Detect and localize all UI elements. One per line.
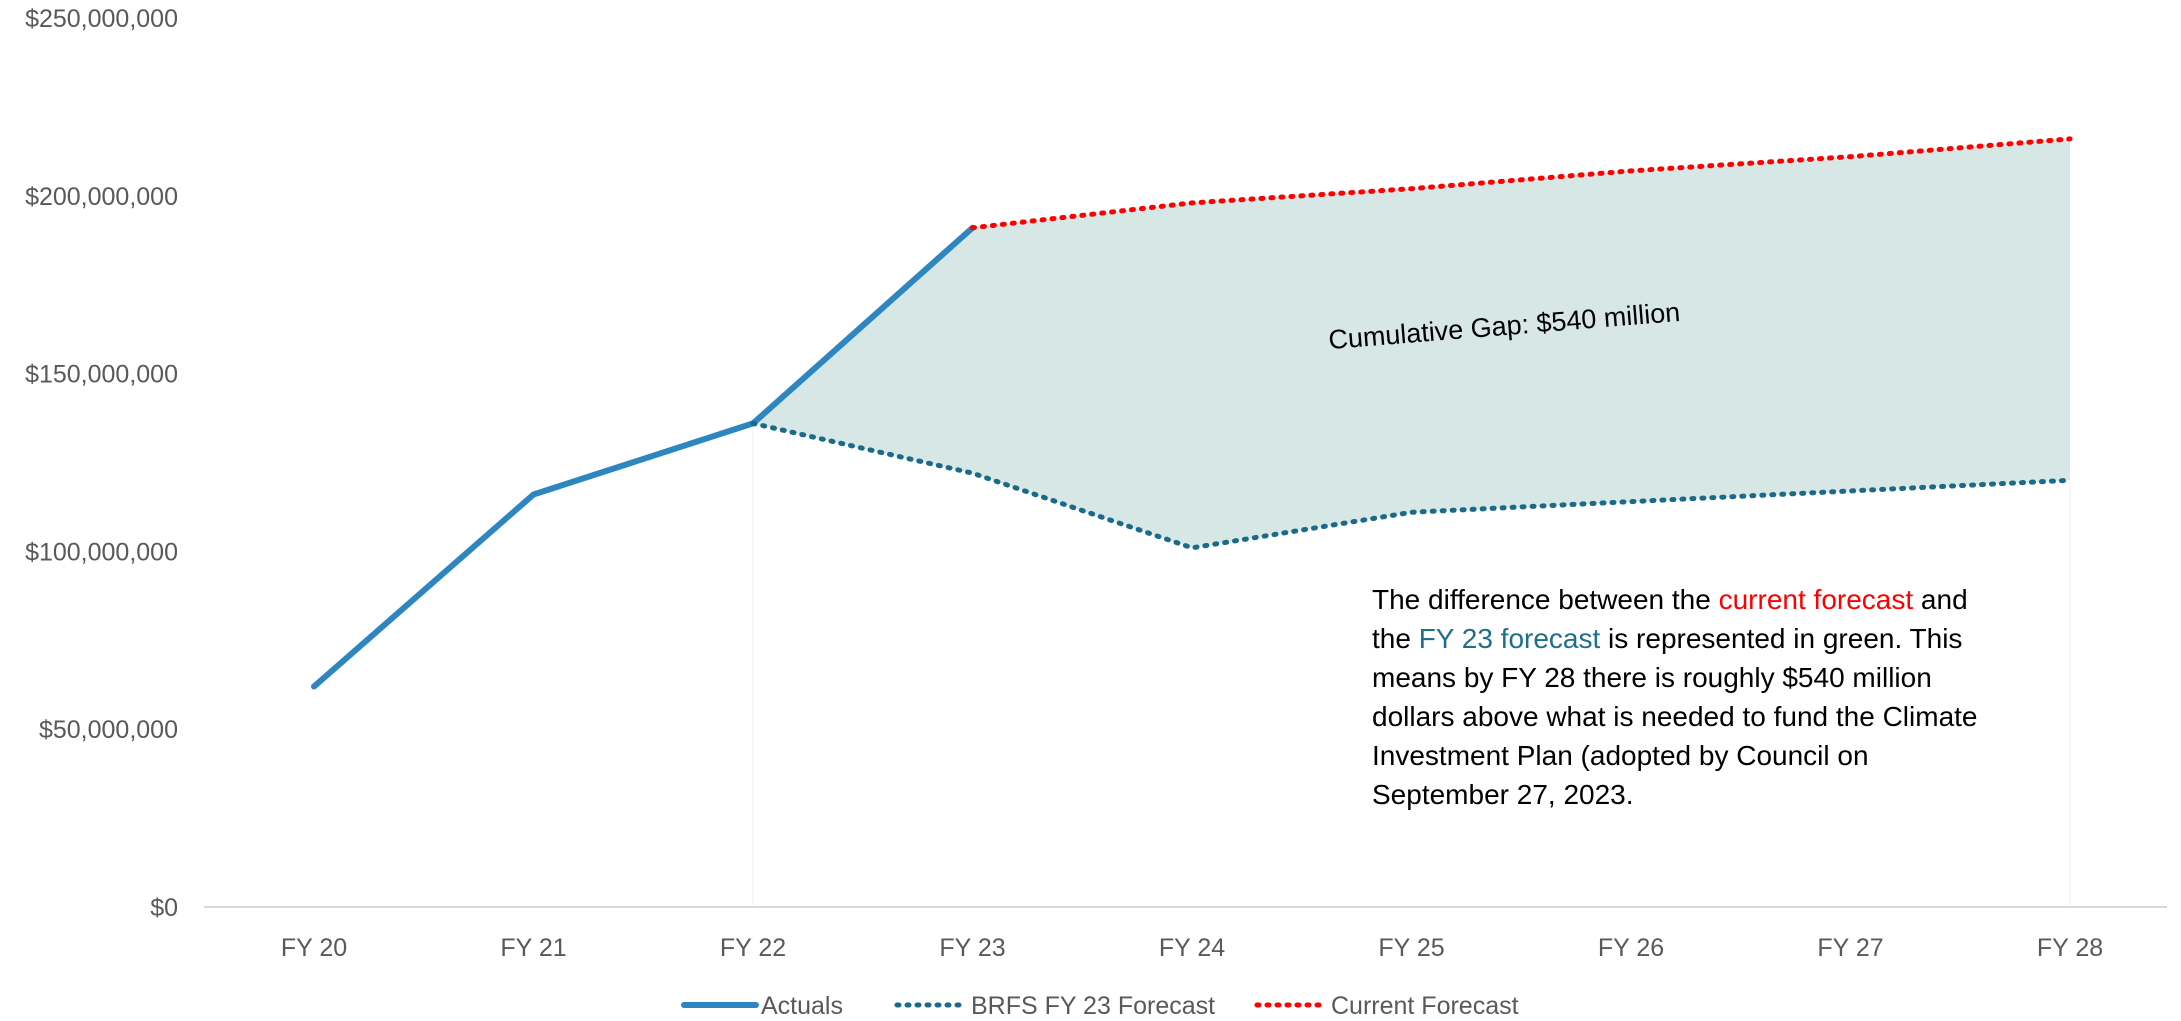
note-text-1: The difference between the xyxy=(1372,584,1719,615)
x-tick-label: FY 26 xyxy=(1598,934,1664,962)
y-tick-label: $0 xyxy=(150,894,178,922)
y-tick-label: $50,000,000 xyxy=(39,716,178,744)
series-layer xyxy=(311,136,2073,690)
shaded-area-layer xyxy=(752,138,2071,907)
x-tick-label: FY 20 xyxy=(281,934,347,962)
legend-label-2: BRFS FY 23 Forecast xyxy=(971,992,1215,1020)
explanation-note: The difference between the current forec… xyxy=(1372,580,2012,814)
series-line-1 xyxy=(311,224,976,690)
axes-layer: $0 $50,000,000 $100,000,000 $150,000,000 $20… xyxy=(25,5,2167,962)
note-text-2: and the xyxy=(1372,584,1968,654)
x-tick-label: FY 22 xyxy=(720,934,786,962)
x-tick-label: FY 21 xyxy=(500,934,566,962)
legend: Actuals BRFS FY 23 Forecast Current Foreca… xyxy=(681,992,1519,1020)
shaded-gap-area xyxy=(753,138,2070,548)
legend-label-1: Actuals xyxy=(761,992,843,1020)
x-tick-label: FY 25 xyxy=(1378,934,1444,962)
note-fy23-forecast: FY 23 forecast xyxy=(1418,623,1601,654)
series-line-3 xyxy=(970,136,2073,231)
series-line-2 xyxy=(750,420,2073,551)
y-tick-label: $200,000,000 xyxy=(25,183,178,211)
note-text-3: is represented in green. This means by F… xyxy=(1372,623,1978,810)
x-tick-label: FY 24 xyxy=(1159,934,1225,962)
x-tick-label: FY 27 xyxy=(1817,934,1883,962)
legend-label-3: Current Forecast xyxy=(1331,992,1519,1020)
x-tick-label: FY 28 xyxy=(2037,934,2103,962)
y-tick-label: $250,000,000 xyxy=(25,5,178,33)
x-tick-label: FY 23 xyxy=(939,934,1005,962)
y-tick-label: $150,000,000 xyxy=(25,361,178,389)
y-tick-label: $100,000,000 xyxy=(25,538,178,566)
note-current-forecast: current forecast xyxy=(1718,584,1914,615)
